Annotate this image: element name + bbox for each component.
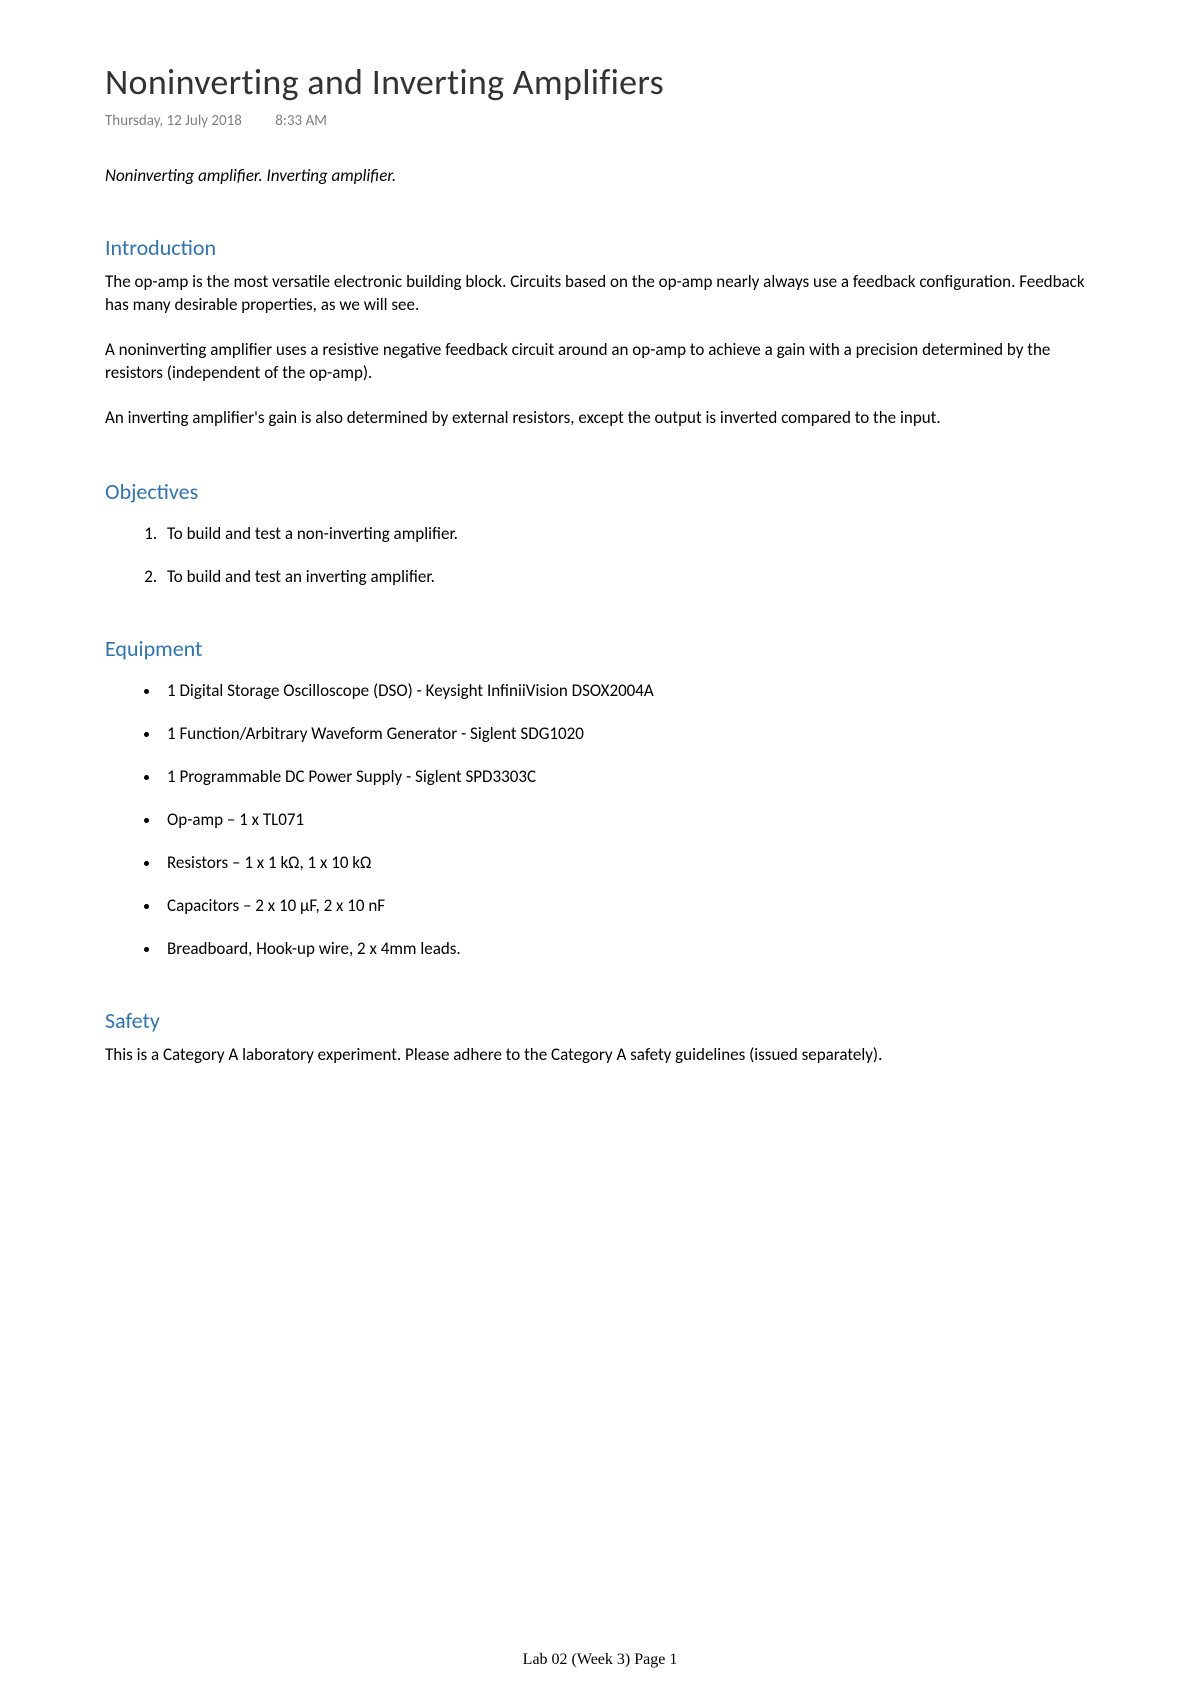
page-footer: Lab 02 (Week 3) Page 1 bbox=[0, 1651, 1200, 1669]
introduction-p3: An inverting amplifier's gain is also de… bbox=[105, 407, 1095, 430]
safety-heading: Safety bbox=[105, 1007, 1095, 1034]
equipment-item: Capacitors – 2 x 10 µF, 2 x 10 nF bbox=[161, 895, 1095, 916]
subtitle: Noninverting amplifier. Inverting amplif… bbox=[105, 165, 1095, 186]
objective-item: To build and test an inverting amplifier… bbox=[161, 566, 1095, 587]
introduction-heading: Introduction bbox=[105, 234, 1095, 261]
objectives-list: To build and test a non-inverting amplif… bbox=[105, 523, 1095, 587]
objective-item: To build and test a non-inverting amplif… bbox=[161, 523, 1095, 544]
equipment-item: Breadboard, Hook-up wire, 2 x 4mm leads. bbox=[161, 938, 1095, 959]
page-title: Noninverting and Inverting Amplifiers bbox=[105, 60, 1095, 104]
equipment-item: 1 Programmable DC Power Supply - Siglent… bbox=[161, 766, 1095, 787]
meta-time: 8:33 AM bbox=[275, 112, 327, 130]
equipment-list: 1 Digital Storage Oscilloscope (DSO) - K… bbox=[105, 680, 1095, 959]
introduction-p2: A noninverting amplifier uses a resistiv… bbox=[105, 339, 1095, 385]
equipment-item: 1 Digital Storage Oscilloscope (DSO) - K… bbox=[161, 680, 1095, 701]
safety-p1: This is a Category A laboratory experime… bbox=[105, 1044, 1095, 1067]
objectives-heading: Objectives bbox=[105, 478, 1095, 505]
document-page: Noninverting and Inverting Amplifiers Th… bbox=[0, 0, 1200, 1067]
document-meta: Thursday, 12 July 2018 8:33 AM bbox=[105, 112, 1095, 130]
equipment-item: 1 Function/Arbitrary Waveform Generator … bbox=[161, 723, 1095, 744]
equipment-heading: Equipment bbox=[105, 635, 1095, 662]
introduction-p1: The op-amp is the most versatile electro… bbox=[105, 271, 1095, 317]
equipment-item: Resistors – 1 x 1 kΩ, 1 x 10 kΩ bbox=[161, 852, 1095, 873]
meta-date: Thursday, 12 July 2018 bbox=[105, 112, 242, 130]
equipment-item: Op-amp – 1 x TL071 bbox=[161, 809, 1095, 830]
